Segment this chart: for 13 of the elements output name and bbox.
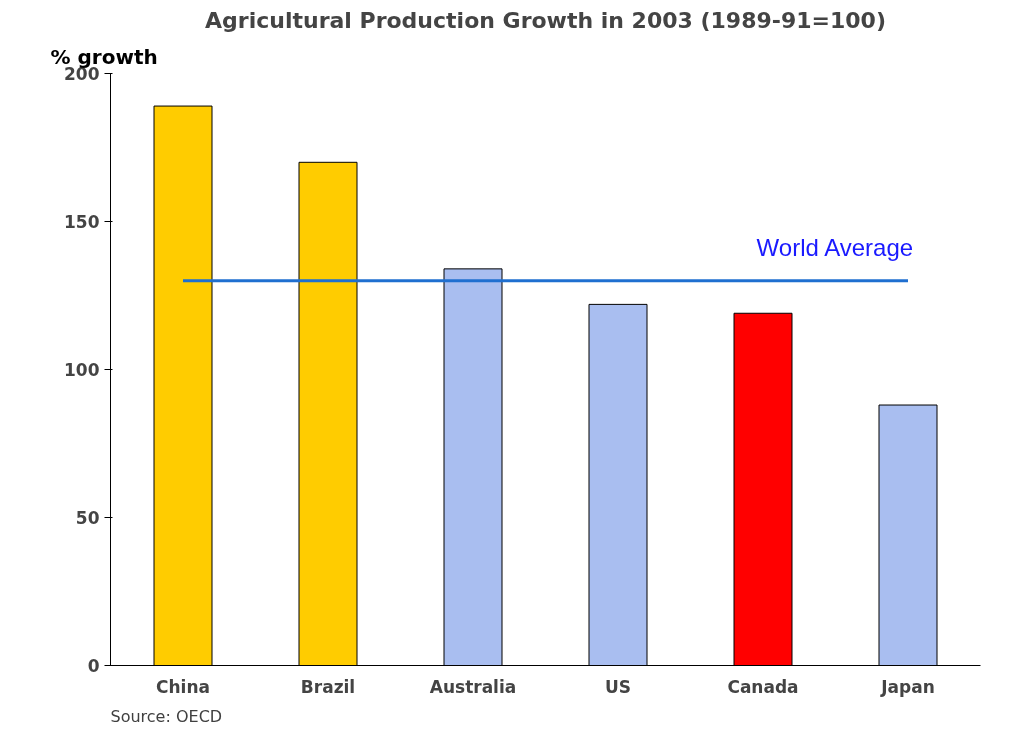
chart-title: Agricultural Production Growth in 2003 (1989-91=100)	[205, 7, 886, 33]
y-tick-label: 150	[64, 212, 100, 232]
x-tick-label: Japan	[880, 676, 935, 697]
y-tick-label: 0	[87, 656, 100, 676]
y-tick-label: 50	[75, 508, 100, 528]
ref-line-label: World Average	[756, 233, 914, 261]
x-tick-label: US	[604, 676, 632, 697]
x-tick-label: Canada	[727, 676, 799, 697]
source-note: Source: OECD	[110, 706, 223, 726]
x-tick-label: Brazil	[300, 676, 356, 697]
x-tick-label: Australia	[429, 676, 517, 697]
y-tick-label: 100	[64, 360, 100, 380]
x-tick-label: China	[156, 676, 210, 697]
